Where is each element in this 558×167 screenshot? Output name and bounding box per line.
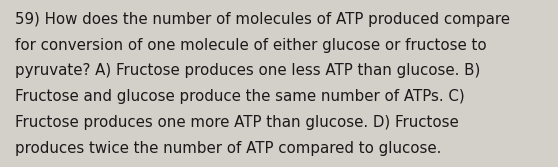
Text: Fructose and glucose produce the same number of ATPs. C): Fructose and glucose produce the same nu… bbox=[15, 89, 465, 104]
Text: 59) How does the number of molecules of ATP produced compare: 59) How does the number of molecules of … bbox=[15, 12, 510, 27]
Text: produces twice the number of ATP compared to glucose.: produces twice the number of ATP compare… bbox=[15, 141, 441, 156]
Text: for conversion of one molecule of either glucose or fructose to: for conversion of one molecule of either… bbox=[15, 38, 487, 53]
Text: Fructose produces one more ATP than glucose. D) Fructose: Fructose produces one more ATP than gluc… bbox=[15, 115, 459, 130]
Text: pyruvate? A) Fructose produces one less ATP than glucose. B): pyruvate? A) Fructose produces one less … bbox=[15, 63, 480, 78]
